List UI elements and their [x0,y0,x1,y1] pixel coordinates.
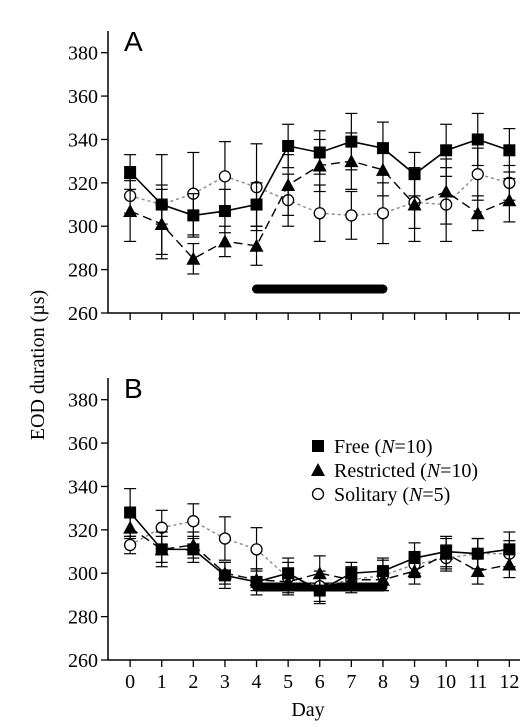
data-point [218,205,231,218]
y-axis-title: EOD duration (µs) [27,290,49,440]
data-point [186,251,201,265]
data-point [123,538,137,552]
data-point [345,135,358,148]
y-tick-label: 340 [68,129,98,151]
legend-entry-text: Free ( [334,436,382,458]
data-point [408,168,421,181]
data-point [123,204,138,218]
data-point [376,565,389,578]
x-tick-label: 5 [283,671,293,693]
data-point [249,238,264,252]
legend: Free (N=10)Restricted (N=10)Solitary (N=… [311,436,478,506]
data-point [155,543,168,556]
data-point [440,144,453,157]
x-tick-label: 7 [346,671,356,693]
data-point [282,139,295,152]
panel-a: A 260 280 300 320 340 360 380 [68,26,520,325]
legend-entry: Solitary (N=5) [334,484,450,506]
x-tick-label: 4 [252,671,262,693]
data-point [313,584,326,597]
x-tick-label: 12 [499,671,519,693]
legend-entry-n: N [426,460,442,482]
data-point [471,168,484,181]
data-point [407,197,422,211]
legend-marker [311,463,325,476]
data-point [218,170,232,183]
data-point [471,547,484,560]
legend-entry-count: =10) [440,460,478,482]
data-point [345,209,358,222]
y-tick-label: 360 [68,433,98,455]
y-tick-label: 280 [68,607,98,629]
data-point [217,234,232,248]
data-point [155,198,168,211]
x-tick-label: 8 [378,671,388,693]
data-point [345,567,358,580]
data-point [470,206,485,220]
y-tick-label: 320 [68,520,98,542]
x-tick-label: 1 [157,671,167,693]
x-tick-label: 9 [410,671,420,693]
data-point [250,575,263,588]
data-point [408,552,421,565]
panel-label: A [124,26,143,57]
data-point [376,207,390,220]
data-point [187,515,200,528]
data-point [187,543,200,556]
data-point [502,193,517,207]
x-tick-label: 3 [220,671,230,693]
data-point [503,144,516,157]
legend-entry: Free (N=10) [334,436,433,458]
y-tick-label: 380 [68,43,98,65]
x-tick-label: 6 [315,671,325,693]
data-point [313,207,326,220]
legend-entry: Restricted (N=10) [334,460,478,482]
data-point [250,198,263,211]
legend-marker [312,440,324,452]
y-tick-label: 260 [68,303,98,325]
data-point [471,133,484,146]
panels: A260280300320340360380B26028030032034036… [68,26,520,693]
y-tick-label: 360 [68,86,98,108]
legend-entry-count: =10) [395,436,433,458]
legend-entry-text: Restricted ( [334,460,427,482]
data-point [282,567,295,580]
legend-entry-count: =5) [422,484,450,506]
data-point [376,142,389,155]
legend-marker [311,487,325,501]
y-tick-label: 300 [68,216,98,238]
x-axis-title: Day [291,699,324,721]
x-tick-label: 10 [436,671,456,693]
data-point [312,566,327,580]
data-point [124,166,137,178]
data-point [313,146,326,159]
y-tick-label: 260 [68,650,98,672]
data-point [250,543,263,556]
data-point [281,178,296,192]
legend-entry-n: N [408,484,424,506]
data-point [218,569,231,582]
panel-label: B [124,373,143,404]
x-tick-label: 11 [468,671,487,693]
data-point [503,543,516,556]
data-point [187,209,200,222]
data-point [218,532,232,545]
data-point [440,545,453,558]
y-tick-label: 300 [68,563,98,585]
series-square [124,488,516,605]
y-tick-label: 280 [68,260,98,282]
data-point [439,184,454,198]
legend-entry-text: Solitary ( [334,484,409,506]
series-square [124,112,516,238]
x-tick-label: 0 [125,671,135,693]
y-tick-label: 320 [68,173,98,195]
data-point [124,506,137,519]
x-tick-label: 2 [188,671,198,693]
y-tick-label: 380 [68,390,98,412]
y-tick-label: 340 [68,476,98,498]
data-point [470,564,485,578]
legend-entry-n: N [380,436,396,458]
